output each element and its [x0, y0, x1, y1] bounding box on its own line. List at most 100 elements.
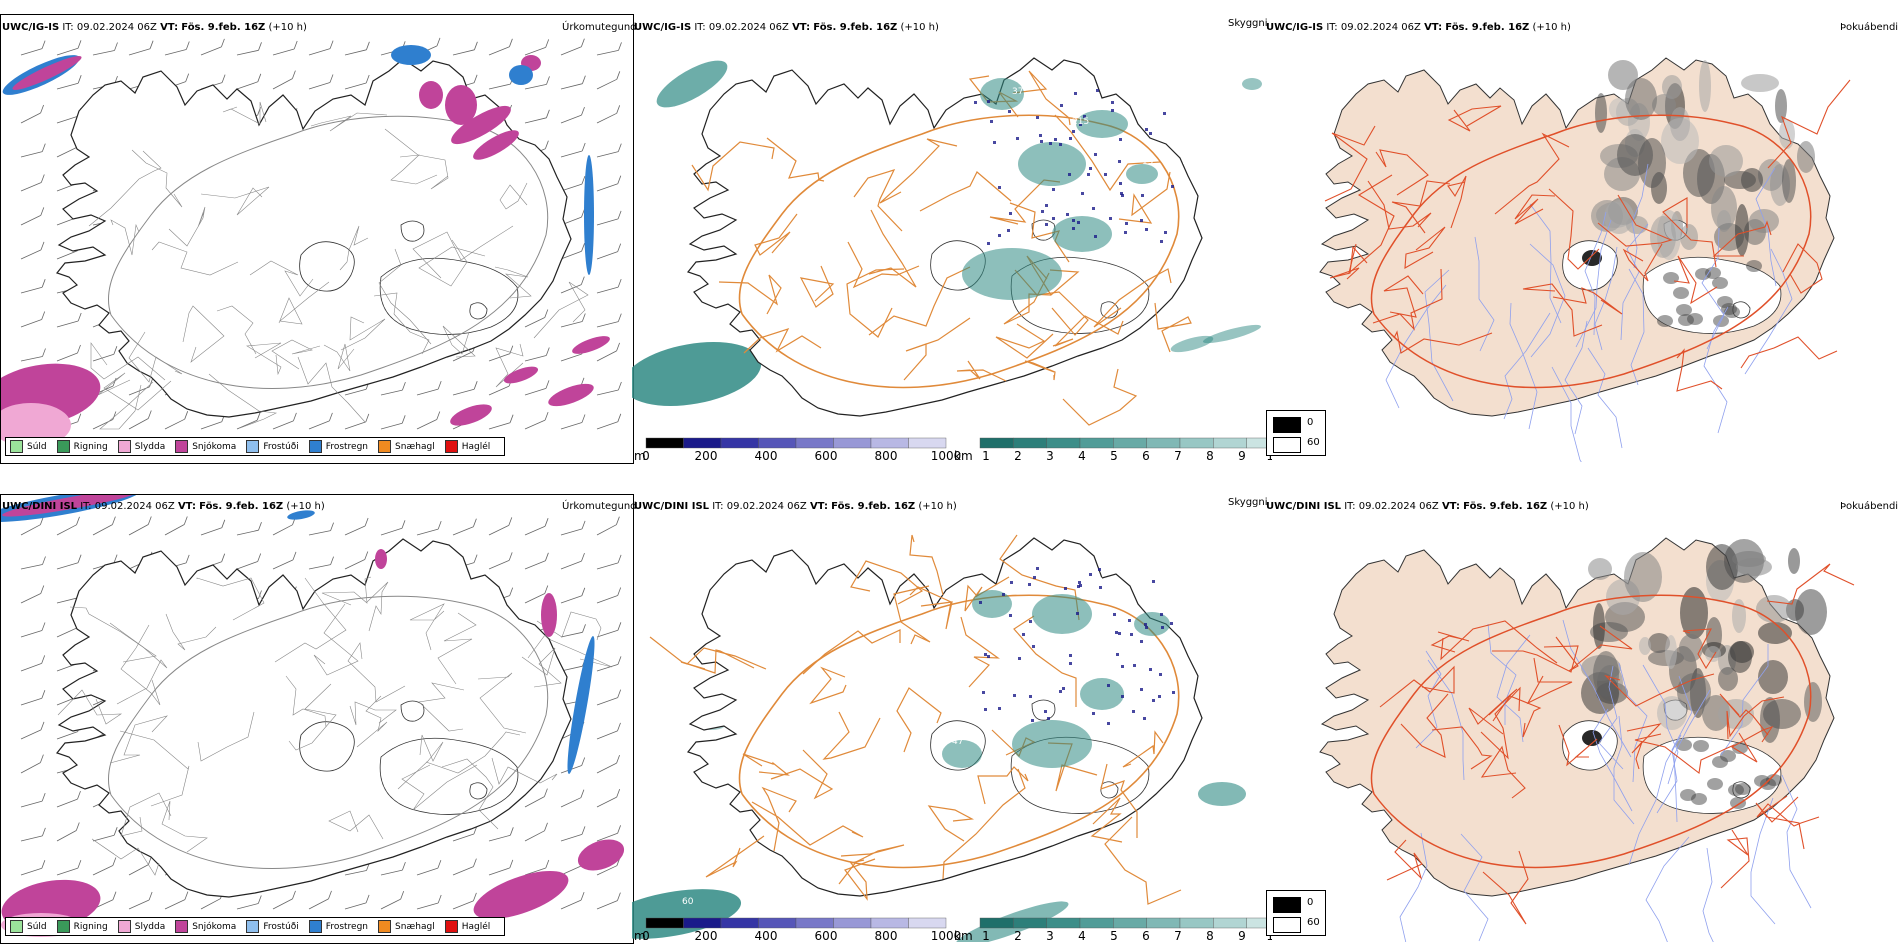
legend-item: Snjókoma: [175, 920, 236, 933]
colorbar-km-tick: 1: [982, 449, 990, 463]
colorbar-km-cell: [1146, 437, 1181, 449]
colorbar-m-cell: [758, 437, 797, 449]
colorbar-m-unit: m: [634, 449, 646, 463]
colorbar-m-tick: 0: [642, 929, 650, 943]
vis-colorbar-top: 0 200 400 600 800 1000 m 1 2 3 4 5 6 7 8 9 10 km: [634, 437, 1272, 463]
fog-map-bottom: [1319, 537, 1855, 942]
colorbar-m-tick: 800: [875, 929, 898, 943]
colorbar-m-tick: 1000: [931, 449, 962, 463]
colorbar-km-tick: 5: [1110, 449, 1118, 463]
colorbar-km-cell: [1046, 917, 1081, 929]
visibility-value-label: 2: [1012, 177, 1018, 187]
legend-item: Frostregn: [308, 440, 369, 453]
visibility-value-label: 8: [1052, 657, 1058, 667]
fog-panel-top: [1264, 14, 1900, 462]
colorbar-km-tick: 9: [1238, 929, 1246, 943]
colorbar-km-tick: 9: [1238, 449, 1246, 463]
colorbar-m-tick: 800: [875, 449, 898, 463]
colorbar-m-tick: 0: [642, 449, 650, 463]
legend-label: Súld: [27, 441, 47, 452]
colorbar-km-tick: 6: [1142, 449, 1150, 463]
colorbar-km-cell: [1246, 917, 1272, 929]
legend-swatch: [10, 920, 23, 933]
colorbar-m-cell: [833, 917, 872, 929]
legend-swatch: [117, 920, 131, 933]
legend-item: Snæhagl: [378, 440, 435, 453]
legend-swatch: [308, 920, 322, 933]
colorbar-km-cell: [1146, 917, 1181, 929]
header-fog-bottom: UWC/DINI ISL IT: 09.02.2024 06Z VT: Fös.…: [1266, 501, 1589, 512]
visibility-value-label: 42: [952, 247, 963, 257]
colorbar-m-cell: [833, 437, 872, 449]
colorbar-km-cell: [979, 437, 1014, 449]
colorbar-km-unit: km: [954, 449, 973, 463]
colorbar-km-tick: 1: [982, 929, 990, 943]
legend-swatch: [10, 440, 23, 453]
colorbar-m-cell: [720, 437, 759, 449]
legend-swatch: [56, 440, 70, 453]
visibility-value-label: 14: [1092, 577, 1104, 587]
title-visibility-top: Skyggni: [1228, 18, 1268, 29]
precip-panel-top: Súld Rigning Slydda Snjókoma Frostúði Frostre…: [0, 14, 634, 464]
fog-legend-bottom: 0 60: [1266, 890, 1326, 936]
colorbar-km-cell: [1179, 917, 1214, 929]
colorbar-m-cell: [645, 917, 684, 929]
colorbar-m-cell: [758, 917, 797, 929]
colorbar-m-cell: [908, 917, 947, 929]
legend-label: Slydda: [134, 921, 166, 932]
colorbar-km-tick: 2: [1014, 449, 1022, 463]
visibility-value-label: 60: [682, 897, 694, 907]
colorbar-km-tick: 4: [1078, 929, 1086, 943]
colorbar-km-tick: 4: [1078, 449, 1086, 463]
legend-swatch: [308, 440, 322, 453]
visibility-value-label: 215: [1072, 117, 1089, 127]
colorbar-m-cell: [870, 917, 909, 929]
legend-label: Rigning: [73, 921, 108, 932]
colorbar-km-cell: [1113, 917, 1147, 929]
legend-item: Haglél: [444, 440, 490, 453]
colorbar-km-tick: 7: [1174, 929, 1182, 943]
colorbar-km-tick: 3: [1046, 449, 1054, 463]
header-fog-top: UWC/IG-IS IT: 09.02.2024 06Z VT: Fös. 9.…: [1266, 22, 1571, 33]
colorbar-km-unit: km: [954, 929, 973, 943]
title-fog-bottom: Þokuábendi: [1840, 501, 1899, 512]
legend-item: Rigning: [56, 440, 108, 453]
legend-item: Frostregn: [308, 920, 369, 933]
fog-panel-bottom: [1264, 494, 1900, 942]
precip-legend-bottom: Súld Rigning Slydda Snjókoma Frostúði Frostre…: [5, 917, 506, 936]
colorbar-m-cell: [683, 437, 722, 449]
colorbar-km-tick: 5: [1110, 929, 1118, 943]
legend-label: Haglél: [461, 921, 491, 932]
colorbar-m-tick: 400: [755, 929, 778, 943]
legend-label: Snæhagl: [395, 921, 435, 932]
legend-label: Snjókoma: [192, 921, 237, 932]
header-visibility-top: UWC/IG-IS IT: 09.02.2024 06Z VT: Fös. 9.…: [634, 22, 939, 33]
legend-label: Frostregn: [325, 441, 369, 452]
colorbar-km-cell: [1046, 437, 1081, 449]
legend-swatch: [444, 920, 458, 933]
legend-swatch: [175, 920, 189, 933]
colorbar-km-tick: 8: [1206, 449, 1214, 463]
colorbar-m-cell: [870, 437, 909, 449]
precip-legend-top: Súld Rigning Slydda Snjókoma Frostúði Frostre…: [5, 437, 506, 456]
colorbar-m-unit: m: [634, 929, 646, 943]
precip-map-top: [1, 37, 622, 447]
legend-item: Snæhagl: [378, 920, 435, 933]
colorbar-m-cell: [795, 437, 834, 449]
legend-label: Frostregn: [325, 921, 369, 932]
visibility-value-label: 58: [682, 407, 694, 417]
visibility-value-label: 10: [1052, 207, 1064, 217]
colorbar-km-cell: [1079, 437, 1114, 449]
colorbar-m-cell: [720, 917, 759, 929]
visibility-value-label: 17: [1182, 157, 1193, 167]
colorbar-m-tick: 1000: [931, 929, 962, 943]
legend-item: Súld: [10, 920, 47, 933]
legend-item: Slydda: [117, 440, 165, 453]
colorbar-km-tick: 7: [1174, 449, 1182, 463]
colorbar-km-tick: 8: [1206, 929, 1214, 943]
title-visibility-bottom: Skyggni: [1228, 497, 1268, 508]
legend-swatch: [378, 920, 392, 933]
legend-label: Súld: [27, 921, 47, 932]
colorbar-m-tick: 200: [695, 929, 718, 943]
visibility-value-label: 19: [1142, 157, 1154, 167]
